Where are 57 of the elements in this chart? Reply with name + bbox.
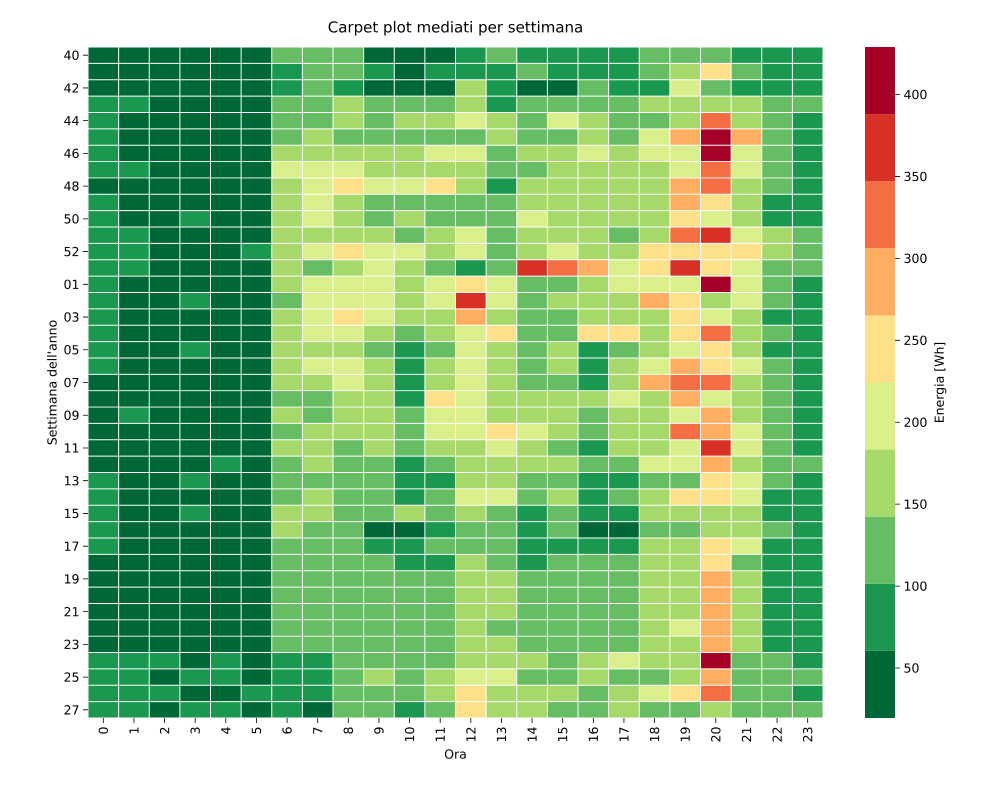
x-tick-label: 20 [711, 727, 721, 742]
x-tick-label: 23 [802, 728, 812, 742]
x-tick-label: 9 [374, 727, 384, 734]
x-tick-label: 7 [313, 728, 322, 734]
x-tick-label: 5 [252, 728, 262, 734]
x-tick-label: 0 [98, 727, 108, 734]
color-bar-label: 200 [904, 418, 927, 427]
y-tick-label: 05 [64, 345, 78, 354]
x-tick-label: 22 [772, 728, 782, 742]
color-bar-label: 50 [904, 663, 919, 673]
y-tick-label: 15 [64, 508, 78, 518]
x-tick-label: 6 [282, 727, 292, 734]
y-tick-label: 48 [64, 181, 79, 191]
x-tick-label: 8 [344, 727, 354, 734]
x-tick-label: 21 [742, 728, 752, 742]
color-bar-label: 400 [904, 90, 927, 100]
x-tick-label: 17 [619, 728, 628, 742]
x-tick-label: 12 [466, 728, 476, 742]
x-tick-label: 10 [404, 727, 414, 742]
y-tick-label: 50 [64, 214, 79, 224]
color-bar-title: Energia [Wh] [934, 342, 946, 422]
x-tick-label: 2 [160, 728, 170, 734]
y-tick-label: 52 [64, 246, 78, 256]
y-tick-label: 09 [64, 410, 79, 420]
x-tick-label: 3 [190, 728, 200, 734]
y-tick-label: 21 [64, 606, 78, 616]
color-bar-label: 100 [904, 581, 927, 591]
y-tick-label: 17 [64, 542, 78, 551]
chart-title: Carpet plot mediati per settimana [328, 20, 582, 36]
y-axis-title: Settimana dell'anno [47, 320, 57, 444]
y-tick-label: 46 [64, 148, 79, 158]
y-tick-label: 03 [64, 312, 78, 322]
x-tick-label: 18 [650, 727, 660, 742]
y-tick-label: 42 [64, 83, 78, 93]
x-tick-label: 1 [129, 728, 138, 734]
color-bar-label: 150 [904, 499, 927, 509]
x-tick-label: 15 [558, 728, 568, 742]
y-tick-label: 07 [64, 378, 78, 388]
y-tick-label: 23 [64, 640, 78, 650]
x-tick-label: 16 [588, 727, 598, 742]
y-tick-label: 27 [64, 705, 78, 714]
x-tick-label: 14 [528, 727, 537, 742]
color-bar-label: 350 [904, 172, 927, 182]
y-tick-label: 13 [64, 476, 78, 486]
x-tick-label: 13 [496, 728, 506, 742]
y-tick-label: 19 [64, 574, 79, 584]
x-tick-label: 11 [436, 728, 445, 742]
x-tick-label: 4 [221, 727, 230, 734]
x-tick-label: 19 [680, 727, 690, 742]
color-bar-label: 250 [904, 336, 927, 346]
color-bar-label: 300 [904, 254, 927, 264]
x-axis-title: Ora [444, 749, 466, 759]
y-tick-label: 40 [64, 50, 79, 60]
y-tick-label: 11 [64, 443, 78, 453]
y-tick-label: 44 [64, 116, 79, 126]
y-tick-label: 25 [64, 672, 78, 682]
y-tick-label: 01 [64, 280, 78, 290]
